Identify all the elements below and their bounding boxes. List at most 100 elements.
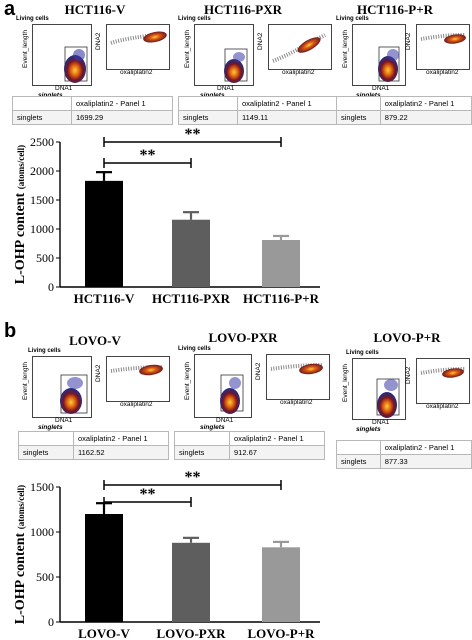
stats-row-label: singlets [174,445,230,460]
x-axis-label: DNA1 [55,417,73,424]
significance-label: ** [140,486,156,503]
x-axis-label: DNA1 [372,419,390,426]
y-tick-label: 500 [36,251,54,265]
stats-table: oxaliplatin2 - Panel 1 singlets 877.33 [336,440,472,469]
stats-value: 879.22 [379,110,472,125]
panel-letter-b: b [4,320,17,342]
gate-plot-graphic [64,46,88,83]
x-tick-label: HCT116-P+R [243,291,320,306]
y-axis-label: L-OHP content (atoms/cell) [13,485,28,624]
group-title: LOVO-PXR [208,330,278,345]
y-tick-label: 2000 [30,164,54,178]
stats-table: oxaliplatin2 - Panel 1 singlets 912.67 [174,431,325,460]
y-tick-label: 2500 [30,135,54,149]
scatter-x-label: oxaliplatin2 [280,399,313,406]
x-axis-label: DNA1 [55,85,73,92]
gate-plot [194,354,252,418]
gate-name: singlets [200,92,225,99]
gate-label: Living cells [16,16,49,22]
scatter-plot [416,358,470,404]
scatter-plot-graphic [270,363,324,375]
y-tick-label: 1500 [30,193,54,207]
gate-plot [194,24,254,86]
bar [262,547,300,622]
scatter-x-label: oxaliplatin2 [120,401,153,408]
x-tick-label: LOVO-PXR [156,626,226,640]
gate-plot-graphic [376,378,400,418]
stats-value: 912.67 [229,445,325,460]
gate-plot-graphic [224,48,248,83]
scatter-plot [416,24,470,70]
gate-plot [352,24,406,86]
significance-label: ** [140,147,156,164]
gate-name: singlets [38,92,63,99]
x-tick-label: HCT116-V [74,291,135,306]
y-tick-label: 0 [48,615,54,629]
gate-label: Living cells [28,348,61,354]
scatter-plot-graphic [420,367,466,378]
stats-table: oxaliplatin2 - Panel 1 singlets 1699.29 [12,96,173,125]
significance-label: ** [185,126,201,143]
stats-value: 1162.52 [73,445,169,460]
scatter-plot [106,24,170,70]
cytometry-group: Living cells Event_length DNA1 singlets … [10,16,170,126]
stats-table: oxaliplatin2 - Panel 1 singlets 1162.52 [18,431,169,460]
cytometry-group: Living cells Event_length DNA1 singlets … [330,16,472,126]
x-tick-label: LOVO-P+R [247,626,315,640]
gate-label: Living cells [336,16,369,22]
cytometry-group: Living cells Event_length DNA1 singlets … [10,348,170,458]
gate-plot [32,356,92,418]
x-axis-label: DNA1 [217,85,235,92]
y-axis-label: L-OHP content (atoms/cell) [13,145,28,284]
scatter-x-label: oxaliplatin2 [120,69,153,76]
stats-value: 1699.29 [71,110,173,125]
scatter-x-label: oxaliplatin2 [282,69,315,76]
bar [172,542,210,622]
stats-table: oxaliplatin2 - Panel 1 singlets 1149.11 [178,96,339,125]
gate-plot-graphic [220,374,244,414]
x-tick-label: LOVO-V [78,626,130,640]
gate-plot [352,358,406,420]
gate-plot-graphic [60,374,88,414]
significance-label: ** [185,469,201,486]
scatter-plot-graphic [420,33,466,44]
y-tick-label: 0 [48,280,54,294]
bar [85,180,123,287]
gate-label: Living cells [178,16,211,22]
gate-plot [32,24,92,86]
stats-table: oxaliplatin2 - Panel 1 singlets 879.22 [336,96,472,125]
gate-name: singlets [356,426,381,433]
gate-plot-graphic [378,46,400,82]
bar [172,219,210,287]
scatter-plot [266,354,330,400]
stats-value: 877.33 [379,454,472,469]
x-axis-label: DNA1 [372,85,390,92]
scatter-plot-graphic [110,31,167,45]
scatter-x-label: oxaliplatin2 [426,69,459,76]
gate-name: singlets [38,424,63,431]
gate-name: singlets [200,424,225,431]
cytometry-group: Living cells Event_length DNA1 singlets … [172,16,332,126]
group-title: HCT116-P+R [356,2,434,17]
panel-letter-a: a [4,0,16,20]
gate-name: singlets [356,92,381,99]
stats-row-label: singlets [12,110,72,125]
bar [262,240,300,287]
group-title: HCT116-PXR [204,2,282,17]
gate-label: Living cells [178,346,211,352]
scatter-x-label: oxaliplatin2 [426,403,459,410]
scatter-plot-graphic [110,364,164,376]
y-tick-label: 1500 [30,480,54,494]
gate-label: Living cells [346,350,379,356]
scatter-plot [268,24,332,70]
x-tick-label: HCT116-PXR [152,291,231,306]
stats-row-label: singlets [336,454,381,469]
group-title: HCT116-V [64,2,126,17]
group-title: LOVO-V [69,333,121,348]
scatter-plot [106,356,170,402]
stats-row-label: singlets [178,110,238,125]
stats-row-label: singlets [336,110,381,125]
